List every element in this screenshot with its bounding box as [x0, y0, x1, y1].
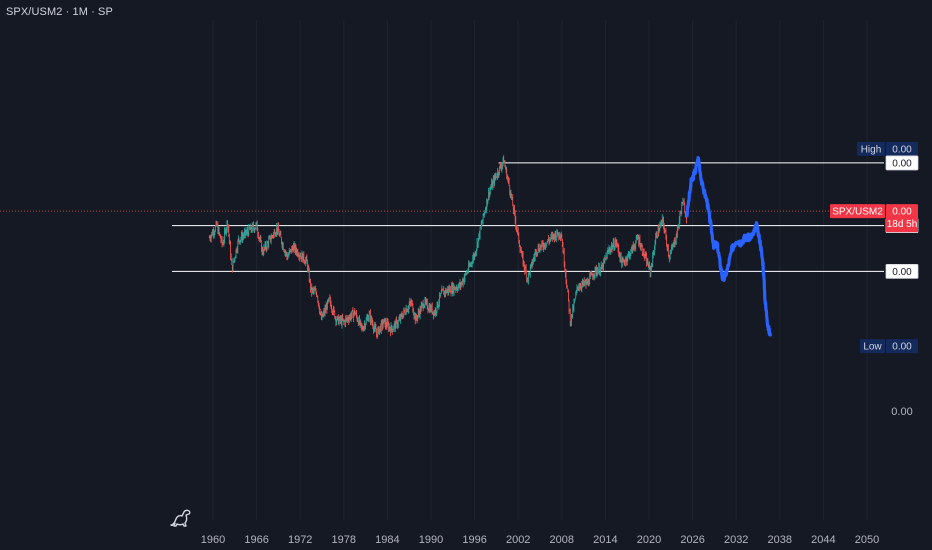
low-label-box [860, 339, 885, 354]
low-value-box [886, 339, 918, 354]
candles [208, 155, 687, 340]
high-label: High [861, 144, 882, 155]
horizontal-levels[interactable] [172, 162, 884, 272]
x-tick-label: 2014 [593, 534, 617, 546]
x-tick-label: 1966 [244, 534, 268, 546]
time-axis[interactable]: 1960 1966 1972 1978 1984 1990 1996 2002 2008 2014… [201, 534, 879, 546]
level-value-box [885, 155, 919, 171]
countdown: 18d 5h [887, 219, 918, 230]
chart-title: SPX/USM2 · 1M · SP [6, 6, 113, 18]
symbol-tag: SPX/USM2 [832, 207, 883, 218]
x-tick-label: 2044 [811, 534, 835, 546]
x-tick-label: 2032 [724, 534, 748, 546]
x-tick-label: 2008 [550, 534, 574, 546]
x-tick-label: 2002 [506, 534, 530, 546]
x-tick-label: 1978 [332, 534, 356, 546]
x-tick-label: 2020 [637, 534, 661, 546]
high-value: 0.00 [892, 144, 912, 155]
low-value: 0.00 [892, 342, 912, 353]
x-tick-label: 2026 [680, 534, 704, 546]
dinosaur-logo-icon [170, 509, 191, 527]
high-value-box [886, 141, 918, 156]
projection-path [685, 156, 772, 337]
level-value: 0.00 [892, 158, 912, 169]
x-tick-label: 1972 [288, 534, 312, 546]
x-tick-label: 1990 [419, 534, 443, 546]
level-value: 0.00 [892, 267, 912, 278]
current-value-box [886, 204, 918, 233]
low-label: Low [863, 342, 882, 353]
x-tick-label: 2050 [855, 534, 879, 546]
symbol-tag-box [830, 204, 885, 219]
current-value: 0.00 [892, 207, 912, 218]
x-tick-label: 1960 [201, 534, 225, 546]
x-tick-label: 1996 [462, 534, 486, 546]
x-tick-label: 2038 [768, 534, 792, 546]
high-label-box [857, 141, 885, 156]
level-value-box [885, 263, 919, 279]
vertical-grid [212, 20, 868, 520]
x-tick-label: 1984 [375, 534, 399, 546]
price-axis-value: 0.00 [891, 406, 912, 418]
